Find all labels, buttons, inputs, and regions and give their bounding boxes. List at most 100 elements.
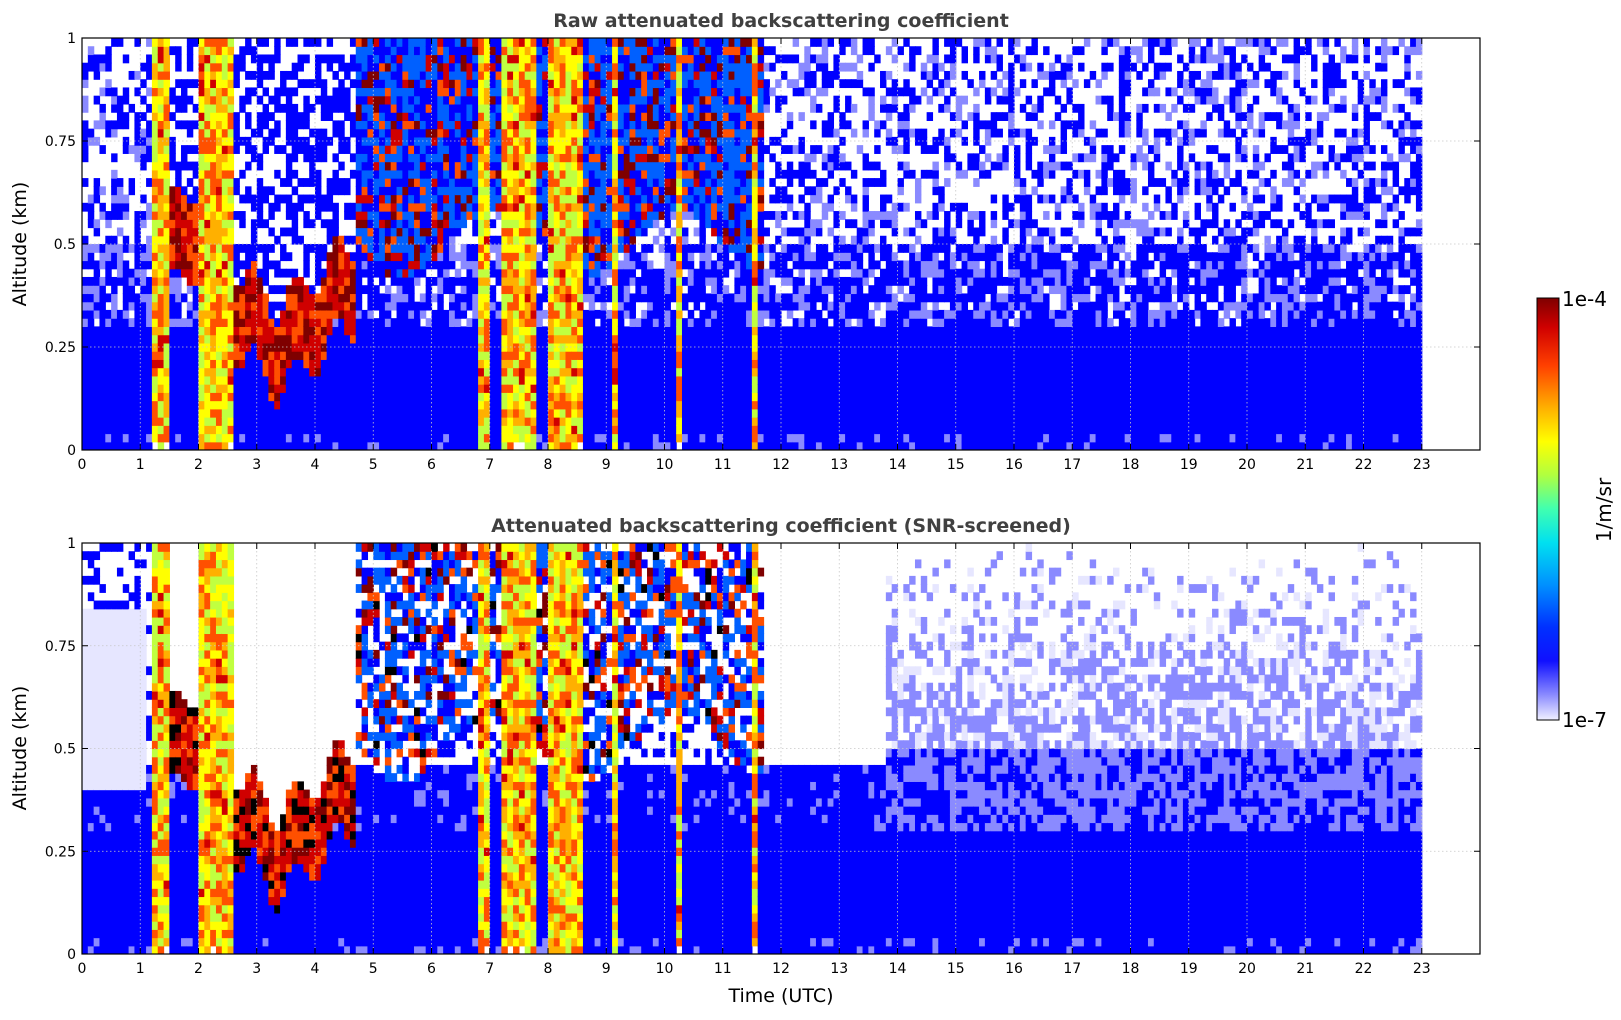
heatmap-cell [215,276,223,286]
heatmap-cell [501,186,508,196]
heatmap-cell [478,359,485,369]
heatmap-cell [431,120,438,130]
heatmap-cell [344,351,351,360]
heatmap-cell [373,301,380,311]
heatmap-cell [437,178,444,187]
heatmap-cell [472,285,479,295]
heatmap-cell [326,136,334,146]
heatmap-cell [483,54,491,64]
heatmap-cell [716,87,724,97]
heatmap-cell [338,79,345,89]
heatmap-cell [332,276,339,286]
heatmap-cell [542,169,549,179]
heatmap-cell [82,400,89,410]
heatmap-cell [99,211,106,220]
heatmap-cell [326,400,334,410]
heatmap-cell [175,54,182,64]
heatmap-cell [617,62,625,72]
heatmap-cell [664,351,671,360]
heatmap-cell [705,145,712,154]
heatmap-cell [181,359,188,369]
heatmap-cell [594,79,602,89]
heatmap-cell [262,301,269,311]
heatmap-cell [297,367,304,377]
heatmap-cell [629,38,636,47]
heatmap-cell [262,38,269,47]
heatmap-cell [280,326,287,336]
heatmap-cell [414,400,421,410]
heatmap-cell [472,227,479,237]
heatmap-cell [204,359,211,369]
heatmap-cell [588,252,596,262]
heatmap-cell [641,79,648,89]
heatmap-cell [163,268,170,278]
heatmap-cell [344,425,351,435]
heatmap-cell [670,268,677,278]
heatmap-cell [559,211,567,220]
heatmap-cell [285,425,293,435]
heatmap-cell [524,342,532,352]
heatmap-cell [349,359,357,369]
heatmap-cell [116,276,124,286]
heatmap-cell [256,392,264,402]
heatmap-cell [349,252,357,262]
heatmap-cell [658,425,666,435]
heatmap-cell [483,87,491,97]
heatmap-cell [495,87,502,97]
heatmap-cell [536,219,543,229]
heatmap-cell [507,252,514,262]
heatmap-cell [262,408,269,418]
heatmap-cell [542,120,549,130]
heatmap-cell [274,128,281,138]
heatmap-cell [524,54,532,64]
heatmap-cell [734,219,741,229]
heatmap-cell [548,301,555,311]
heatmap-cell [146,309,153,319]
heatmap-cell [513,136,520,146]
heatmap-cell [582,54,590,64]
heatmap-cell [722,70,730,80]
heatmap-cell [402,441,409,450]
heatmap-cell [390,326,398,336]
heatmap-cell [612,194,619,204]
heatmap-cell [210,145,217,154]
heatmap-cell [210,227,217,237]
heatmap-cell [250,153,258,163]
heatmap-cell [320,375,328,385]
heatmap-cell [734,285,741,295]
heatmap-cell [198,70,205,80]
heatmap-cell [437,334,444,344]
heatmap-cell [658,268,666,278]
heatmap-cell [425,186,433,196]
heatmap-cell [711,384,718,393]
heatmap-cell [274,326,281,336]
heatmap-cell [349,260,357,270]
heatmap-cell [163,120,170,130]
heatmap-cell [443,326,450,336]
heatmap-cell [600,342,607,352]
heatmap-cell [192,441,200,450]
heatmap-cell [169,408,176,418]
heatmap-cell [460,252,468,262]
heatmap-cell [210,433,217,443]
heatmap-cell [542,161,549,171]
heatmap-cell [396,417,403,426]
heatmap-cell [134,276,141,286]
heatmap-cell [384,79,392,89]
heatmap-cell [676,384,683,393]
heatmap-cell [443,384,450,393]
heatmap-cell [157,285,165,295]
heatmap-cell [210,400,217,410]
heatmap-cell [419,351,427,360]
heatmap-cell [262,260,269,270]
heatmap-cell [163,260,170,270]
heatmap-cell [192,384,200,393]
heatmap-cell [175,202,182,212]
heatmap-cell [623,359,631,369]
heatmap-cell [623,400,631,410]
heatmap-cell [186,441,194,450]
heatmap-cell [87,202,95,212]
heatmap-cell [285,334,293,344]
heatmap-cell [483,367,491,377]
heatmap-cell [687,268,695,278]
